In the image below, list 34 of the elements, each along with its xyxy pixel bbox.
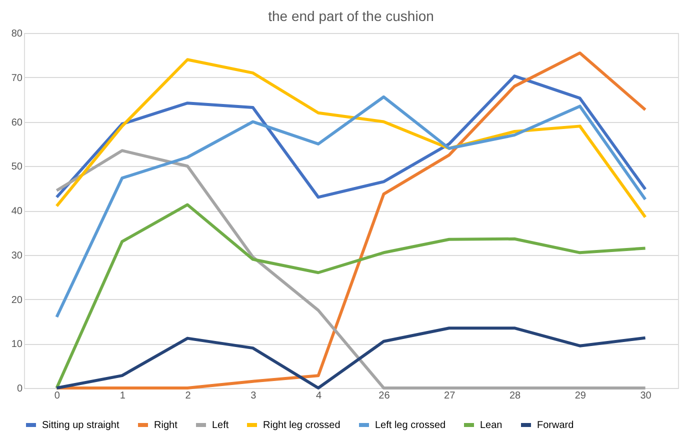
- x-tick-label: 26: [378, 390, 390, 402]
- x-tick-label: 1: [120, 390, 126, 402]
- legend-label: Sitting up straight: [42, 420, 120, 431]
- x-tick-label: 2: [185, 390, 192, 402]
- y-tick-label: 0: [16, 384, 23, 394]
- legend-label: Lean: [480, 420, 502, 431]
- y-tick-label: 80: [11, 28, 23, 40]
- line-series: [55, 326, 647, 390]
- x-tick-label: 4: [316, 390, 322, 402]
- x-tick-label: 30: [640, 390, 652, 402]
- line-series: [55, 51, 647, 390]
- x-tick-label: 29: [574, 390, 586, 402]
- line-series: [55, 203, 647, 390]
- y-tick-label: 70: [11, 72, 23, 84]
- y-tick-label: 10: [11, 339, 23, 350]
- legend-label: Left leg crossed: [375, 420, 446, 431]
- x-tick-label: 28: [509, 390, 521, 402]
- x-tick-label: 3: [250, 390, 257, 402]
- x-tick-label: 0: [54, 390, 60, 402]
- line-series: [55, 95, 647, 318]
- line-series: [55, 74, 647, 199]
- y-tick-label: 40: [11, 206, 23, 217]
- y-tick-label: 20: [11, 294, 23, 306]
- x-tick-label: 27: [444, 390, 456, 402]
- chart-title: the end part of the cushion: [268, 8, 434, 24]
- line-series: [55, 58, 647, 219]
- legend-label: Right: [154, 420, 178, 431]
- legend-label: Forward: [537, 420, 574, 431]
- legend-label: Right leg crossed: [263, 420, 340, 431]
- y-tick-label: 50: [11, 162, 23, 173]
- legend-label: Left: [212, 420, 229, 431]
- y-tick-label: 30: [11, 250, 23, 262]
- y-tick-label: 60: [11, 117, 23, 128]
- line-series: [55, 149, 647, 390]
